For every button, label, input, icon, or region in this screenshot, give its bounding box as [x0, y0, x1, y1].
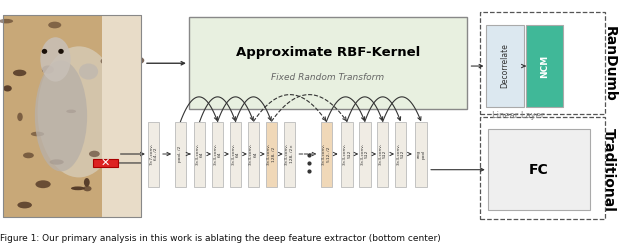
Ellipse shape: [0, 19, 13, 23]
Ellipse shape: [67, 110, 76, 113]
Bar: [230, 122, 241, 187]
Text: 3×3,conv,
128, /2: 3×3,conv, 128, /2: [267, 143, 276, 165]
Text: FC: FC: [529, 163, 548, 177]
Text: Figure 1: Our primary analysis in this work is ablating the deep feature extract: Figure 1: Our primary analysis in this w…: [0, 234, 441, 243]
Text: Decorrelate: Decorrelate: [500, 44, 509, 88]
Ellipse shape: [50, 159, 64, 165]
Ellipse shape: [17, 113, 23, 121]
Bar: [488, 129, 590, 210]
Ellipse shape: [71, 187, 84, 190]
Ellipse shape: [84, 178, 90, 187]
Ellipse shape: [38, 46, 120, 178]
Ellipse shape: [35, 61, 87, 171]
Text: ✕: ✕: [101, 158, 110, 168]
Text: Linear Layer: Linear Layer: [492, 111, 545, 120]
Ellipse shape: [17, 202, 32, 208]
Bar: [3, 15, 141, 217]
Bar: [248, 122, 259, 187]
Ellipse shape: [23, 152, 34, 158]
Ellipse shape: [13, 70, 26, 76]
Ellipse shape: [111, 152, 118, 159]
Bar: [480, 12, 605, 114]
Bar: [415, 122, 427, 187]
Bar: [93, 159, 118, 167]
Text: NCM: NCM: [540, 55, 549, 78]
Ellipse shape: [110, 34, 118, 38]
Text: pool, /2: pool, /2: [179, 146, 182, 162]
Ellipse shape: [48, 22, 61, 28]
Text: Approximate RBF-Kernel: Approximate RBF-Kernel: [236, 46, 420, 59]
Text: RanDumb: RanDumb: [602, 26, 616, 102]
Bar: [359, 122, 371, 187]
Text: avg
pool: avg pool: [417, 149, 426, 159]
Bar: [212, 122, 223, 187]
Bar: [341, 122, 353, 187]
Ellipse shape: [106, 173, 116, 180]
Ellipse shape: [40, 37, 70, 82]
Ellipse shape: [127, 197, 134, 201]
Text: 7×7,conv,
64, /2: 7×7,conv, 64, /2: [149, 143, 158, 165]
Ellipse shape: [42, 49, 47, 54]
Text: 3×3,conv,
512: 3×3,conv, 512: [360, 143, 369, 165]
Ellipse shape: [83, 186, 92, 191]
Text: 3×3,conv,
512, /2: 3×3,conv, 512, /2: [322, 143, 331, 165]
Bar: [377, 122, 388, 187]
Ellipse shape: [58, 49, 64, 54]
Bar: [480, 117, 605, 219]
Bar: [321, 122, 332, 187]
Bar: [486, 25, 524, 107]
Ellipse shape: [42, 65, 54, 74]
Text: Fixed Random Transform: Fixed Random Transform: [271, 72, 385, 81]
Text: 3×3,conv,
128, /2×: 3×3,conv, 128, /2×: [285, 143, 294, 165]
Text: 3×3,conv,
64: 3×3,conv, 64: [231, 143, 240, 165]
Text: Traditional: Traditional: [602, 128, 616, 212]
Bar: [175, 122, 186, 187]
Text: 3×3,conv,
64: 3×3,conv, 64: [195, 143, 204, 165]
Ellipse shape: [35, 180, 51, 188]
Ellipse shape: [129, 56, 144, 64]
Bar: [526, 25, 563, 107]
Text: 3×3,conv,
512: 3×3,conv, 512: [396, 143, 405, 165]
Bar: [189, 17, 467, 109]
Ellipse shape: [120, 51, 127, 59]
Text: 3×3,conv,
512: 3×3,conv, 512: [342, 143, 351, 165]
Bar: [194, 122, 205, 187]
Text: 3×3,conv,
64: 3×3,conv, 64: [213, 143, 222, 165]
Bar: [3, 15, 141, 217]
Ellipse shape: [79, 63, 98, 80]
Bar: [102, 15, 141, 217]
Bar: [266, 122, 277, 187]
Ellipse shape: [31, 132, 44, 136]
Text: 3×3,conv,
512: 3×3,conv, 512: [378, 143, 387, 165]
Ellipse shape: [89, 151, 100, 157]
Bar: [284, 122, 295, 187]
Ellipse shape: [107, 173, 112, 181]
Text: 3×3,conv,
64: 3×3,conv, 64: [249, 143, 258, 165]
Bar: [395, 122, 406, 187]
Ellipse shape: [3, 85, 12, 91]
Ellipse shape: [100, 59, 106, 64]
Ellipse shape: [118, 89, 126, 93]
Bar: [148, 122, 159, 187]
